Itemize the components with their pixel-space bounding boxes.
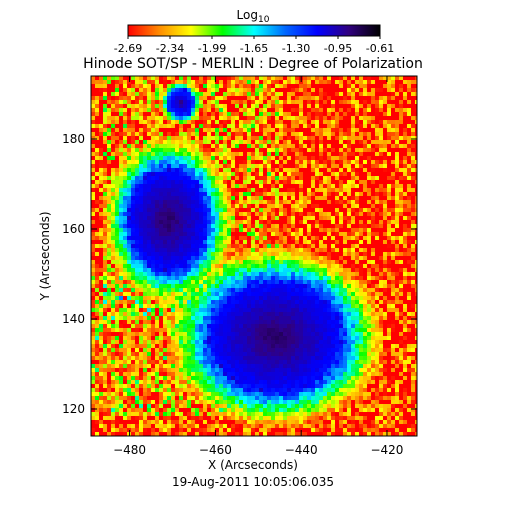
colorbar: Log10 -2.69 -2.34 -1.99 -1.65 -1.30 -0.95 -0.6… (114, 8, 394, 55)
y-tick-label: 120 (62, 402, 85, 416)
colorbar-tick-label: -1.30 (282, 42, 310, 55)
x-tick-label: −420 (370, 443, 403, 457)
colorbar-tick-label: -2.69 (114, 42, 142, 55)
x-tick-label: −480 (113, 443, 146, 457)
colorbar-title: Log10 (237, 8, 270, 25)
y-tick-label: 180 (62, 132, 85, 146)
colorbar-tick-label: -1.99 (198, 42, 226, 55)
colorbar-tick-label: -2.34 (156, 42, 184, 55)
colorbar-tick-label: -1.65 (240, 42, 268, 55)
chart-title: Hinode SOT/SP - MERLIN : Degree of Polar… (83, 56, 423, 72)
x-tick-label: −440 (285, 443, 318, 457)
y-tick-label: 140 (62, 312, 85, 326)
x-axis-label: X (Arcseconds) (208, 458, 298, 472)
colorbar-tick-label: -0.95 (324, 42, 352, 55)
x-tick-label: −460 (199, 443, 232, 457)
y-tick-label: 160 (62, 222, 85, 236)
heatmap-image (91, 76, 419, 436)
colorbar-tick-label: -0.61 (366, 42, 394, 55)
colorbar-ticks: -2.69 -2.34 -1.99 -1.65 -1.30 -0.95 -0.61 (114, 36, 394, 55)
y-axis-label: Y (Arcseconds) (38, 211, 52, 301)
colorbar-bar (128, 25, 380, 36)
observation-timestamp: 19-Aug-2011 10:05:06.035 (172, 475, 334, 489)
